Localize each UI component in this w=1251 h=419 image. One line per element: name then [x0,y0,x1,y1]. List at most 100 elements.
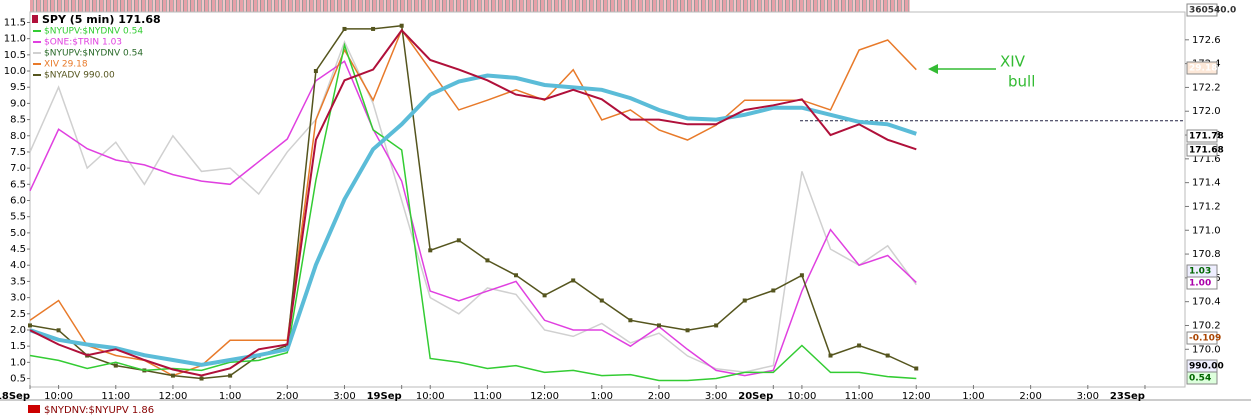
series-line [29,28,917,377]
series-marker [371,26,376,31]
right-label-box [1186,61,1218,75]
series-marker [685,328,690,333]
series-marker [828,353,833,358]
series-line [29,28,917,377]
x-tick-label: 1:00 [591,391,613,402]
series-marker [771,288,776,293]
x-tick-label: 18Sep [0,391,30,402]
right-label: 360540.0 [1189,6,1236,16]
plot-frame [29,11,1186,388]
volume-strip [30,0,910,12]
lower-legend-swatch [28,405,40,413]
annotation-arrowhead [928,64,938,74]
y-tick-label: 8.5 [10,115,26,126]
right-label-box [1186,276,1218,290]
y-tick-label: 2.0 [10,325,26,336]
series-marker [456,238,461,243]
y2-tick-label: 172.2 [1192,82,1221,93]
right-label: 0.54 [1189,374,1211,384]
chart-title: SPY (5 min) 171.68 [42,13,161,26]
series-marker [428,248,433,253]
y2-tick-label: 171.4 [1192,178,1221,189]
x-tick-label: 19Sep [367,391,402,402]
y2-tick-label: 170.8 [1192,249,1221,260]
y-tick-label: 11.5 [4,17,26,28]
x-tick-label: 2:00 [1019,391,1041,402]
x-tick-label: 3:00 [1077,391,1099,402]
series-line [29,24,917,380]
series-line [29,73,917,367]
right-label: 171.78 [1189,132,1224,142]
y-tick-label: 7.0 [10,163,26,174]
y-tick-label: 7.5 [10,147,26,158]
legend-label: $NYADV 990.00 [44,71,115,81]
series-marker [199,376,204,381]
right-label: 990.00 [1189,362,1224,372]
y-tick-label: 2.5 [10,309,26,320]
y2-tick-label: 172.6 [1192,35,1221,46]
x-tick-label: 20Sep [738,391,773,402]
legend-label: $NYUPV:$NYDNV 0.54 [44,49,143,59]
x-tick-label: 10:00 [416,391,445,402]
x-tick-label: 1:00 [219,391,241,402]
series-marker [342,26,347,31]
legend-label: $NYUPV:$NYDNV 0.54 [44,27,143,37]
x-tick-label: 2:00 [648,391,670,402]
right-label-box [1186,331,1218,345]
x-tick-label: 23Sep [1110,391,1145,402]
y-tick-label: 11.0 [4,34,26,45]
series-marker [628,318,633,323]
y2-tick-label: 172.0 [1192,106,1221,117]
y2-tick-label: 171.2 [1192,201,1221,212]
y-tick-label: 0.5 [10,374,26,385]
y-tick-label: 6.0 [10,196,26,207]
x-tick-label: 11:00 [101,391,130,402]
series-marker [799,273,804,278]
x-tick-label: 1:00 [962,391,984,402]
right-label-box [1186,143,1218,157]
x-tick-label: 10:00 [44,391,73,402]
legend-label: XIV 29.18 [44,60,88,70]
series-marker [228,373,233,378]
y-tick-label: 3.0 [10,293,26,304]
series-marker [599,298,604,303]
legend-swatch [32,15,38,23]
series-marker [742,298,747,303]
series-marker [170,373,175,378]
y-tick-label: 6.5 [10,179,26,190]
y2-tick-label: 170.4 [1192,297,1221,308]
right-label-box [1186,371,1218,385]
x-tick-label: 11:00 [845,391,874,402]
series-line [29,60,917,377]
series-marker [485,258,490,263]
y-tick-label: 4.0 [10,260,26,271]
x-tick-label: 12:00 [902,391,931,402]
y-tick-label: 3.5 [10,276,26,287]
series-marker [571,278,576,283]
y2-tick-label: 171.0 [1192,225,1221,236]
y2-tick-label: 170.0 [1192,344,1221,355]
x-tick-label: 3:00 [333,391,355,402]
right-label: 1.00 [1189,279,1211,289]
right-label: 1.03 [1189,267,1211,277]
right-label-box [1186,3,1218,17]
series-line [29,39,917,373]
series-marker [714,323,719,328]
series-marker [542,293,547,298]
x-tick-label: 3:00 [705,391,727,402]
series-marker [885,353,890,358]
series-marker [514,273,519,278]
annotation: XIV [1000,53,1026,71]
y-tick-label: 4.5 [10,244,26,255]
x-tick-label: 12:00 [530,391,559,402]
series-marker [399,23,404,28]
y-tick-label: 10.5 [4,50,26,61]
series-marker [914,366,919,371]
legend-label: $ONE:$TRIN 1.03 [44,38,122,48]
y-tick-label: 10.0 [4,66,26,77]
series-marker [656,323,661,328]
series-marker [56,328,61,333]
right-label-box [1186,129,1218,143]
